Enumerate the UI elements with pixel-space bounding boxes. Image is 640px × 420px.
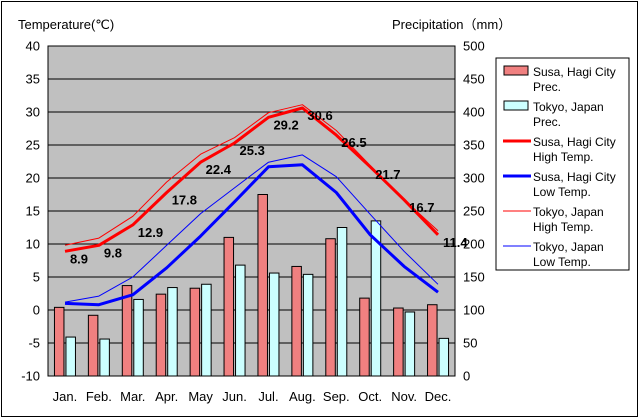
right-tick-label: 200 (463, 237, 485, 252)
legend-label: High Temp. (533, 150, 593, 164)
x-tick-label: Feb. (86, 389, 112, 404)
data-label: 25.3 (240, 143, 265, 158)
bar-tokyo-precipitation (235, 264, 246, 377)
line-susa-low-temp (64, 163, 439, 307)
bar-susa-precipitation (53, 306, 65, 377)
legend-label: Prec. (533, 80, 561, 94)
x-tick-label: May (188, 389, 213, 404)
data-labels: 8.9 9.8 12.9 17.8 22.4 25.3 29.2 30.6 26.5 21.7 16… (70, 108, 468, 266)
precipitation-bars (53, 194, 450, 377)
right-axis-title: Precipitation（mm） (392, 17, 511, 32)
left-axis-title: Temperature(℃) (18, 17, 114, 32)
right-tick-label: 50 (463, 336, 477, 351)
left-tick-label: -5 (28, 336, 40, 351)
left-tick-label: 10 (26, 237, 40, 252)
right-tick-label: 0 (463, 369, 470, 384)
x-tick-label: Jun. (222, 389, 247, 404)
data-label: 21.7 (375, 167, 400, 182)
x-tick-label: Oct. (358, 389, 382, 404)
bar-tokyo-precipitation (302, 273, 314, 377)
legend-label: Tokyo, Japan (533, 205, 604, 219)
x-tick-label: Sep. (323, 389, 350, 404)
x-tick-label: Aug. (289, 389, 316, 404)
bar-susa-precipitation (325, 238, 336, 377)
bar-tokyo-precipitation (99, 338, 110, 377)
bar-susa-precipitation (121, 285, 133, 377)
left-tick-label: 5 (33, 270, 40, 285)
bar-tokyo-precipitation (438, 337, 450, 377)
line-tokyo-low-temp (64, 154, 439, 303)
data-label: 12.9 (138, 225, 163, 240)
left-tick-label: -10 (21, 369, 40, 384)
data-label: 29.2 (273, 117, 298, 132)
x-axis-ticks: Jan. Feb. Mar. Apr. May Jun. Jul. Aug. Sep. Oct. N… (53, 389, 452, 404)
legend-label: Susa, Hagi City (533, 135, 616, 149)
data-label: 11.4 (443, 235, 468, 250)
legend-swatch (503, 100, 529, 111)
bar-susa-precipitation (223, 236, 235, 377)
bar-tokyo-precipitation (201, 283, 212, 377)
legend-label: Prec. (533, 115, 561, 129)
bar-tokyo-precipitation (268, 272, 280, 377)
bar-tokyo-precipitation (133, 298, 144, 377)
left-tick-label: 35 (26, 72, 40, 87)
right-tick-label: 450 (463, 72, 485, 87)
x-tick-label: Jan. (53, 389, 78, 404)
right-tick-label: 150 (463, 270, 485, 285)
data-label: 30.6 (307, 108, 332, 123)
data-label: 22.4 (206, 162, 232, 177)
data-label: 8.9 (70, 251, 88, 266)
x-tick-label: Jul. (258, 389, 278, 404)
left-tick-label: 20 (26, 171, 40, 186)
bar-susa-precipitation (155, 293, 167, 377)
temperature-lines (64, 104, 440, 307)
bar-susa-precipitation (359, 297, 370, 377)
right-tick-label: 250 (463, 204, 485, 219)
bar-susa-precipitation (189, 287, 201, 377)
x-tick-label: Dec. (425, 389, 452, 404)
bar-susa-precipitation (257, 194, 268, 377)
right-tick-label: 300 (463, 171, 485, 186)
left-tick-label: 15 (26, 204, 40, 219)
left-tick-label: 0 (33, 303, 40, 318)
right-tick-label: 350 (463, 138, 485, 153)
bar-susa-precipitation (393, 307, 404, 377)
bar-tokyo-precipitation (336, 227, 348, 377)
legend-swatch (503, 65, 529, 76)
legend-label: Tokyo, Japan (533, 100, 604, 114)
legend-label: Low Temp. (533, 255, 591, 269)
legend-label: Susa, Hagi City (533, 170, 616, 184)
data-label: 26.5 (341, 135, 366, 150)
bar-tokyo-precipitation (404, 311, 416, 377)
data-label: 16.7 (409, 200, 434, 215)
data-label: 17.8 (172, 193, 197, 208)
legend-label: Low Temp. (533, 185, 591, 199)
bar-susa-precipitation (291, 265, 302, 377)
data-label: 9.8 (104, 245, 122, 260)
right-tick-label: 500 (463, 39, 485, 54)
left-tick-label: 25 (26, 138, 40, 153)
legend-label: Susa, Hagi City (533, 65, 616, 79)
right-tick-label: 400 (463, 105, 485, 120)
left-axis-ticks: 40 35 30 25 20 15 10 5 0 -5 -10 (21, 39, 40, 384)
left-tick-label: 30 (26, 105, 40, 120)
right-tick-label: 100 (463, 303, 485, 318)
line-susa-high-temp (64, 106, 440, 253)
bar-susa-precipitation (87, 314, 99, 377)
left-tick-label: 40 (26, 39, 40, 54)
bar-tokyo-precipitation (65, 336, 76, 377)
legend-label: High Temp. (533, 220, 593, 234)
gridlines (48, 78, 455, 344)
bar-tokyo-precipitation (167, 287, 178, 377)
legend-label: Tokyo, Japan (533, 240, 604, 254)
legend-box (495, 57, 630, 271)
x-tick-label: Apr. (155, 389, 178, 404)
x-tick-label: Mar. (120, 389, 145, 404)
x-tick-label: Nov. (391, 389, 417, 404)
bar-susa-precipitation (427, 304, 438, 377)
